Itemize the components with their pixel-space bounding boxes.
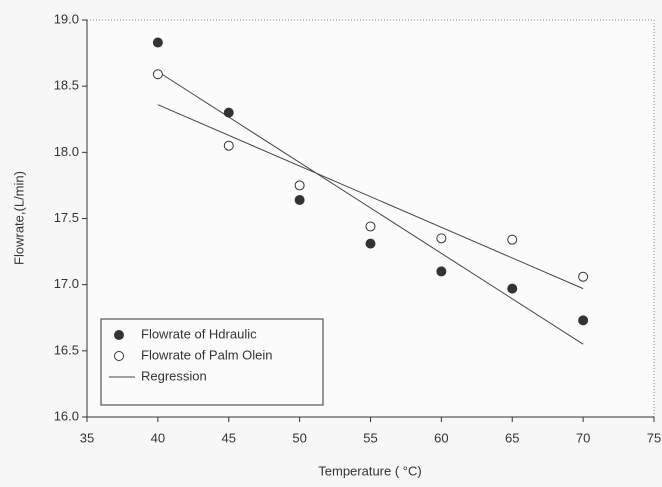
data-point — [152, 37, 163, 48]
legend-label: Flowrate of Palm Olein — [141, 347, 273, 362]
data-point — [365, 238, 376, 249]
x-tick-label: 65 — [505, 430, 519, 445]
x-tick-label: 40 — [151, 430, 165, 445]
data-point — [578, 315, 589, 326]
legend-label: Regression — [141, 368, 207, 383]
data-point — [436, 266, 447, 277]
data-point — [507, 283, 518, 294]
x-tick-label: 35 — [80, 430, 94, 445]
x-tick-label: 60 — [434, 430, 448, 445]
data-point — [152, 69, 163, 80]
data-point — [223, 107, 234, 118]
data-point — [365, 221, 376, 232]
legend-label: Flowrate of Hdraulic — [141, 326, 257, 341]
data-point — [578, 271, 589, 282]
x-tick-label: 45 — [222, 430, 236, 445]
data-point — [436, 233, 447, 244]
data-point — [223, 140, 234, 151]
x-tick-label: 70 — [576, 430, 590, 445]
y-tick-label: 18.0 — [54, 144, 79, 159]
data-point — [294, 194, 305, 205]
legend-marker — [114, 351, 124, 361]
y-tick-label: 17.0 — [54, 276, 79, 291]
y-tick-label: 18.5 — [54, 78, 79, 93]
y-tick-label: 19.0 — [54, 11, 79, 26]
x-axis-label: Temperature ( °C) — [318, 463, 421, 478]
legend-marker — [114, 330, 124, 340]
y-axis-label: Flowrate,(L/min) — [11, 171, 26, 265]
x-tick-label: 75 — [647, 430, 661, 445]
y-tick-label: 16.5 — [54, 342, 79, 357]
x-tick-label: 50 — [292, 430, 306, 445]
regression-line — [157, 104, 584, 290]
data-point — [507, 234, 518, 245]
y-tick-label: 16.0 — [54, 408, 79, 423]
legend-box — [100, 318, 324, 406]
y-tick-label: 17.5 — [54, 210, 79, 225]
x-tick-label: 55 — [363, 430, 377, 445]
data-point — [294, 180, 305, 191]
